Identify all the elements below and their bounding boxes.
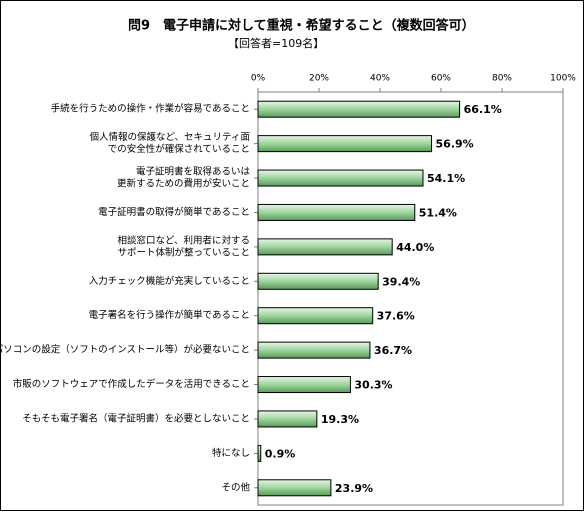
plot-area bbox=[257, 91, 564, 506]
value-label: 36.7% bbox=[374, 344, 412, 357]
x-tick-label: 80% bbox=[492, 74, 512, 84]
x-tick-label: 100% bbox=[550, 74, 576, 84]
y-tick-label: その他 bbox=[221, 481, 250, 493]
bar bbox=[257, 444, 262, 462]
chart-title: 問9 電子申請に対して重視・希望すること（複数回答可） bbox=[128, 18, 475, 34]
bar bbox=[257, 135, 433, 153]
value-label: 23.9% bbox=[335, 482, 373, 495]
value-label: 54.1% bbox=[427, 172, 465, 185]
x-tick-label: 20% bbox=[309, 74, 329, 84]
y-tick-label: 電子証明書の取得が簡単であること bbox=[98, 206, 250, 218]
value-label: 39.4% bbox=[382, 275, 420, 288]
value-label: 66.1% bbox=[464, 103, 502, 116]
bar bbox=[257, 341, 371, 359]
value-label: 30.3% bbox=[354, 379, 392, 392]
chart-subtitle: 【回答者=109名】 bbox=[228, 36, 324, 50]
bar bbox=[257, 100, 461, 118]
y-tick-label: パソコンの設定（ソフトのインストール等）が必要ないこと bbox=[0, 344, 250, 356]
y-tick-label: 相談窓口など、利用者に対する bbox=[117, 234, 250, 246]
y-tick-label: 電子証明書を取得あるいは bbox=[136, 166, 251, 178]
value-label: 0.9% bbox=[265, 447, 296, 460]
y-tick-label: 入力チェック機能が充実していること bbox=[89, 275, 250, 287]
x-tick-label: 40% bbox=[370, 74, 390, 84]
x-tick-label: 60% bbox=[431, 74, 451, 84]
bar bbox=[257, 272, 379, 290]
bar bbox=[257, 307, 374, 325]
y-tick-label: での安全性が確保されていること bbox=[108, 143, 250, 155]
y-tick-label: 個人情報の保護など、セキュリティ面 bbox=[90, 131, 250, 143]
x-tick-label: 0% bbox=[251, 74, 266, 84]
value-label: 19.3% bbox=[321, 413, 359, 426]
y-tick-label: 特になし bbox=[212, 447, 250, 459]
y-tick-label: そもそも電子署名（電子証明書）を必要としないこと bbox=[22, 412, 250, 424]
value-label: 44.0% bbox=[396, 241, 434, 254]
y-tick-label: 更新するための費用が安いこと bbox=[117, 178, 250, 190]
bar bbox=[257, 203, 416, 221]
y-tick-label: 電子署名を行う操作が簡単であること bbox=[89, 309, 250, 321]
bar bbox=[257, 238, 393, 256]
value-label: 56.9% bbox=[436, 138, 474, 151]
value-label: 37.6% bbox=[377, 310, 415, 323]
bar bbox=[257, 376, 351, 394]
y-tick-label: 手続を行うための操作・作業が容易であること bbox=[51, 103, 250, 115]
y-tick-label: サポート体制が整っていること bbox=[117, 246, 250, 258]
bar bbox=[257, 410, 318, 428]
y-tick-label: 市販のソフトウェアで作成したデータを活用できること bbox=[13, 378, 250, 390]
bar bbox=[257, 479, 332, 497]
value-label: 51.4% bbox=[419, 206, 457, 219]
bar bbox=[257, 169, 424, 187]
